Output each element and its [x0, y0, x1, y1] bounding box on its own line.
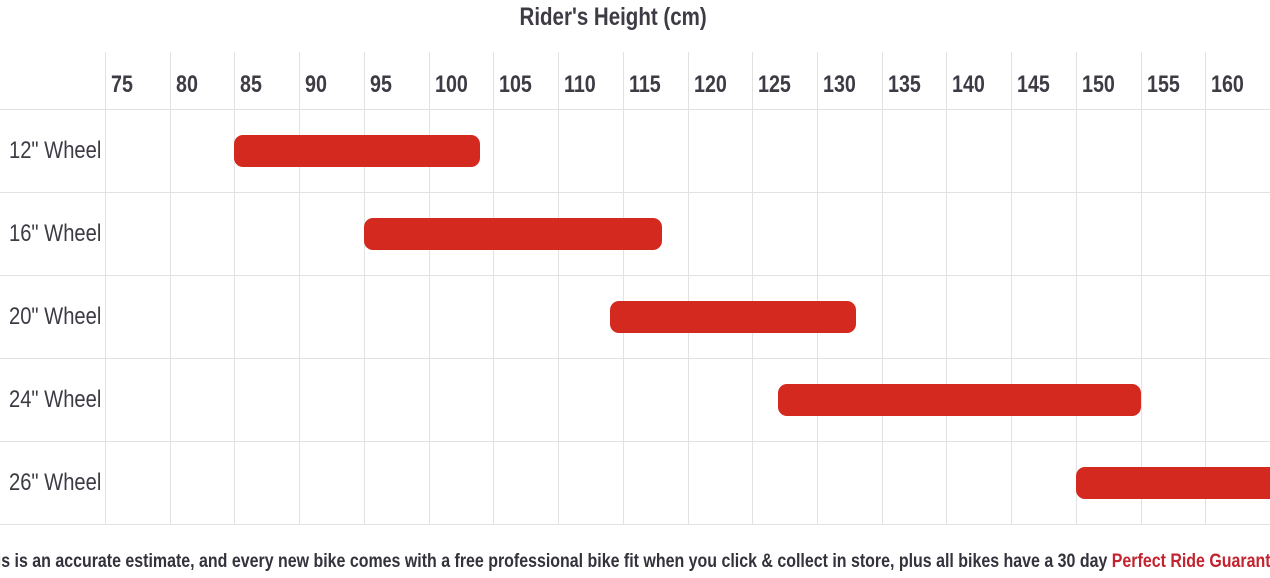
chart-title-text: Rider's Height (cm) — [519, 3, 707, 31]
x-tick-label: 145 — [1017, 71, 1050, 98]
row-label: 26" Wheel — [9, 468, 102, 496]
gridline-vertical — [881, 52, 883, 524]
gridline-vertical — [105, 52, 106, 524]
range-bar-20-wheel — [609, 300, 856, 333]
x-tick-label: 115 — [628, 71, 661, 98]
range-bar-12-wheel — [234, 134, 481, 167]
gridline-vertical — [1140, 52, 1142, 524]
row-label: 16" Wheel — [9, 219, 102, 247]
gridline-vertical — [558, 52, 560, 524]
gridline-vertical — [1011, 52, 1013, 524]
x-tick-label: 80 — [175, 71, 198, 98]
x-tick-label: 125 — [758, 71, 792, 98]
gridline-vertical — [946, 52, 948, 524]
x-tick-label: 85 — [240, 71, 263, 98]
footer-note: This is an accurate estimate, and every … — [0, 548, 1270, 576]
gridline-horizontal — [0, 524, 1270, 525]
range-bar-24-wheel — [778, 383, 1141, 416]
footer-text: This is an accurate estimate, and every … — [0, 551, 1112, 572]
x-tick-label: 75 — [111, 71, 133, 98]
gridline-vertical — [169, 52, 171, 524]
gridline-horizontal — [0, 109, 1270, 110]
gridline-horizontal — [0, 441, 1270, 442]
gridline-vertical — [622, 52, 624, 524]
range-bar-16-wheel — [363, 217, 662, 250]
x-tick-label: 140 — [952, 71, 986, 98]
x-tick-label: 160 — [1211, 71, 1245, 98]
x-tick-label: 110 — [564, 71, 596, 98]
x-tick-label: 155 — [1146, 71, 1180, 98]
x-tick-label: 105 — [499, 71, 533, 98]
gridline-vertical — [493, 52, 495, 524]
x-tick-label: 130 — [822, 71, 856, 98]
gridline-vertical — [299, 52, 301, 524]
row-label: 20" Wheel — [9, 302, 102, 330]
gridline-vertical — [363, 52, 365, 524]
chart-title: Rider's Height (cm) — [0, 2, 1226, 32]
x-tick-label: 95 — [369, 71, 392, 98]
gridline-vertical — [687, 52, 689, 524]
gridline-vertical — [1075, 52, 1077, 524]
gridline-horizontal — [0, 192, 1270, 193]
perfect-ride-guarantee-link[interactable]: Perfect Ride Guarantee — [1111, 551, 1270, 572]
range-bar-26-wheel — [1075, 466, 1270, 499]
x-tick-label: 90 — [305, 71, 328, 98]
gridline-vertical — [752, 52, 754, 524]
gridline-horizontal — [0, 358, 1270, 359]
x-tick-label: 120 — [693, 71, 727, 98]
gridline-vertical — [816, 52, 818, 524]
x-tick-label: 135 — [887, 71, 921, 98]
gridline-vertical — [428, 52, 430, 524]
x-tick-label: 150 — [1081, 71, 1115, 98]
gridline-horizontal — [0, 275, 1270, 276]
gridline-vertical — [234, 52, 236, 524]
x-tick-label: 100 — [434, 71, 468, 98]
row-label: 12" Wheel — [9, 136, 102, 164]
gridline-vertical — [1205, 52, 1207, 524]
row-label: 24" Wheel — [9, 385, 102, 413]
